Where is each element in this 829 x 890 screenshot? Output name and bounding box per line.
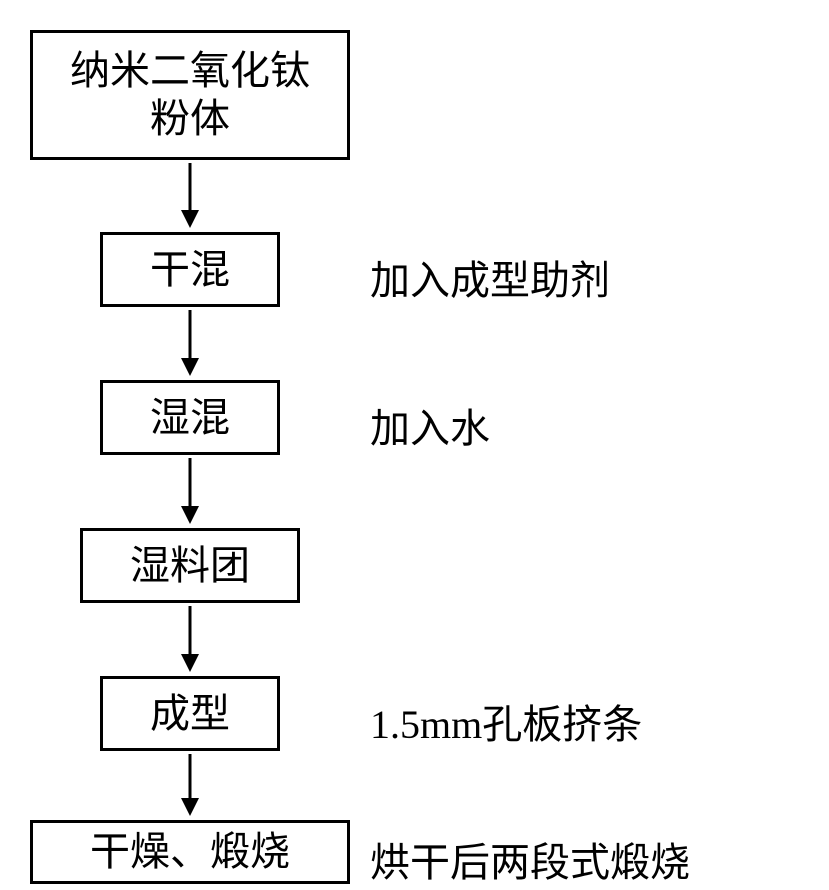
node-dry-calcine: 干燥、煅烧 [30, 820, 350, 884]
node-wet-mix: 湿混 [100, 380, 280, 455]
node-powder: 纳米二氧化钛粉体 [30, 30, 350, 160]
node-wet-mass-label: 湿料团 [130, 542, 250, 590]
node-forming-label: 成型 [150, 690, 230, 738]
node-wet-mass: 湿料团 [80, 528, 300, 603]
annotation-water-label: 加入水 [370, 406, 490, 451]
node-wet-mix-label: 湿混 [150, 394, 230, 442]
annotation-additive-label: 加入成型助剂 [370, 258, 610, 303]
node-powder-label: 纳米二氧化钛粉体 [70, 47, 310, 143]
annotation-calcine: 烘干后两段式煅烧 [370, 830, 690, 888]
node-dry-mix-label: 干混 [150, 246, 230, 294]
annotation-extrude: 1.5mm孔板挤条 [370, 692, 642, 750]
annotation-additive: 加入成型助剂 [370, 248, 610, 306]
annotation-extrude-label: 1.5mm孔板挤条 [370, 702, 642, 747]
flowchart-container: 纳米二氧化钛粉体 干混 湿混 湿料团 成型 干燥、煅烧 加入成型助剂 加入水 1… [0, 0, 829, 890]
annotation-calcine-label: 烘干后两段式煅烧 [370, 840, 690, 885]
annotation-water: 加入水 [370, 396, 490, 454]
node-dry-mix: 干混 [100, 232, 280, 307]
node-forming: 成型 [100, 676, 280, 751]
node-dry-calcine-label: 干燥、煅烧 [90, 828, 290, 876]
